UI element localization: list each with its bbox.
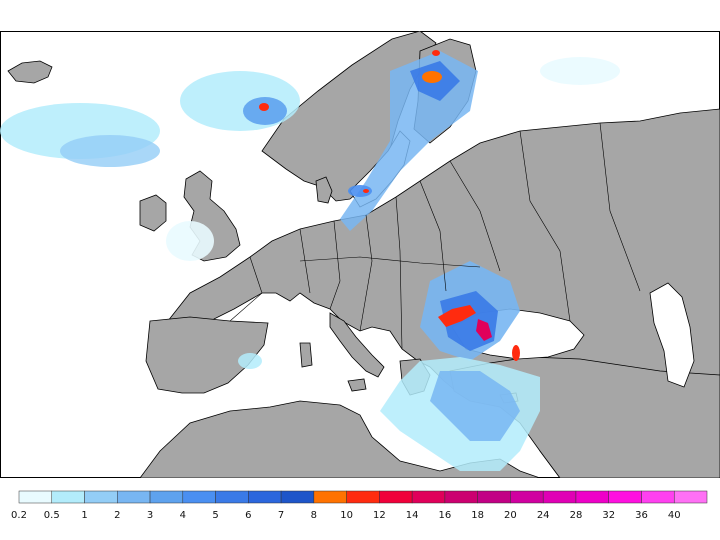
legend-swatch — [117, 490, 151, 504]
legend-swatch — [51, 490, 85, 504]
legend-label: 10 — [340, 510, 353, 521]
legend-label: 8 — [311, 510, 317, 521]
legend-label: 4 — [180, 510, 186, 521]
legend-swatch — [313, 490, 347, 504]
iceland — [7, 60, 53, 84]
legend-swatch — [84, 490, 118, 504]
legend-label: 18 — [471, 510, 484, 521]
legend-swatch — [608, 490, 642, 504]
legend-swatch — [641, 490, 675, 504]
legend-swatch — [215, 490, 249, 504]
legend-swatch — [149, 490, 184, 504]
legend-swatch — [248, 490, 282, 504]
legend-label: 0.2 — [11, 510, 27, 521]
legend-swatch — [477, 490, 511, 504]
legend-label: 7 — [278, 510, 284, 521]
legend-label: 32 — [602, 510, 615, 521]
ireland — [139, 194, 167, 232]
legend-swatch — [542, 490, 577, 504]
legend-label: 16 — [439, 510, 452, 521]
legend-label: 1 — [81, 510, 87, 521]
legend-swatch — [379, 490, 413, 504]
denmark — [315, 176, 333, 204]
color-legend: 0.2 0.5 1 2 3 4 5 6 7 8 10 12 14 16 18 20 24 28 32 36 40 — [11, 490, 708, 521]
iberia — [145, 316, 269, 394]
legend-labels: 0.2 0.5 1 2 3 4 5 6 7 8 10 12 14 16 18 20 24 28 32 36 40 — [11, 510, 681, 521]
legend-swatch — [411, 490, 446, 504]
italy — [329, 312, 385, 378]
precipitation-layer — [0, 50, 620, 471]
legend-swatch — [673, 490, 708, 504]
legend-label: 14 — [406, 510, 419, 521]
legend-label: 36 — [635, 510, 648, 521]
legend-swatch — [280, 490, 315, 504]
great-britain — [183, 170, 241, 262]
legend-label: 24 — [537, 510, 550, 521]
legend-label: 28 — [570, 510, 583, 521]
sicily — [347, 378, 367, 392]
legend-swatch — [510, 490, 544, 504]
precipitation-map — [0, 31, 720, 478]
legend-label: 0.5 — [44, 510, 60, 521]
legend-swatch — [444, 490, 478, 504]
north-africa — [139, 400, 541, 478]
legend-label: 2 — [114, 510, 120, 521]
legend-label: 20 — [504, 510, 517, 521]
legend-label: 12 — [373, 510, 386, 521]
sardinia — [299, 342, 313, 368]
legend-swatch — [575, 490, 609, 504]
legend-label: 40 — [668, 510, 681, 521]
legend-label: 3 — [147, 510, 153, 521]
country-borders — [229, 122, 641, 350]
legend-swatch — [18, 490, 53, 504]
legend-swatch — [182, 490, 216, 504]
caspian-sea — [649, 282, 695, 388]
legend-swatches — [18, 490, 708, 504]
legend-label: 5 — [212, 510, 218, 521]
legend-label: 6 — [245, 510, 251, 521]
legend-swatch — [346, 490, 380, 504]
